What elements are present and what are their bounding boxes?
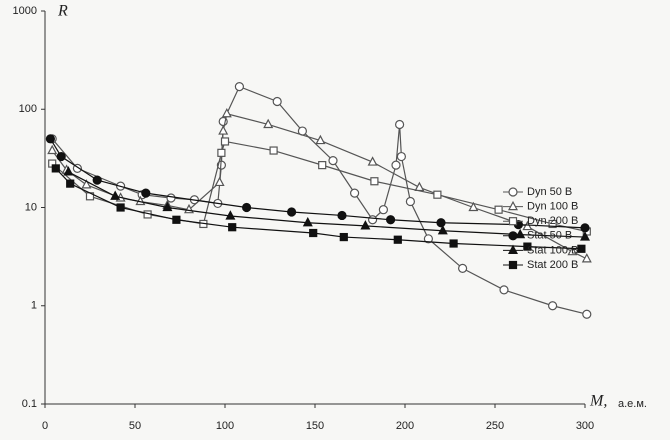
marker xyxy=(580,223,590,233)
marker xyxy=(395,119,405,130)
marker xyxy=(221,107,232,118)
marker xyxy=(468,201,479,212)
marker xyxy=(350,188,360,198)
marker xyxy=(436,218,446,228)
legend-label: Dyn 200 В xyxy=(527,215,578,227)
marker xyxy=(47,144,58,155)
marker xyxy=(414,181,425,192)
marker xyxy=(499,285,509,295)
marker xyxy=(582,309,592,319)
marker xyxy=(580,231,590,241)
marker xyxy=(110,190,121,200)
marker xyxy=(162,201,173,212)
x-tick-label: 250 xyxy=(486,420,504,432)
marker xyxy=(218,125,229,135)
marker xyxy=(378,205,388,215)
marker xyxy=(508,244,518,254)
marker xyxy=(437,224,448,235)
y-tick-label: 10 xyxy=(25,201,37,213)
x-tick-label: 200 xyxy=(396,420,414,432)
marker xyxy=(217,148,226,157)
marker xyxy=(309,228,318,238)
marker xyxy=(508,200,518,211)
marker xyxy=(81,179,92,189)
x-tick-label: 150 xyxy=(306,420,324,432)
marker xyxy=(393,235,402,244)
marker xyxy=(548,219,557,229)
marker xyxy=(547,301,558,311)
marker xyxy=(360,220,371,230)
y-axis-label: R xyxy=(57,3,68,20)
marker xyxy=(228,223,237,232)
marker xyxy=(458,263,468,273)
x-axis-unit: а.е.м. xyxy=(618,398,647,410)
marker xyxy=(263,118,274,129)
marker xyxy=(220,137,230,146)
marker xyxy=(272,96,282,107)
marker xyxy=(242,202,252,213)
marker xyxy=(396,151,406,162)
legend-label: Stat 200 В xyxy=(527,259,578,271)
marker xyxy=(423,234,433,244)
marker xyxy=(225,210,236,220)
x-tick-label: 100 xyxy=(216,420,234,432)
legend-label: Dyn 100 В xyxy=(527,201,578,213)
marker xyxy=(116,203,125,212)
marker xyxy=(328,156,338,166)
marker xyxy=(386,215,396,225)
x-tick-label: 0 xyxy=(42,420,48,432)
marker xyxy=(214,176,225,187)
marker xyxy=(172,215,181,224)
marker xyxy=(302,216,313,227)
marker xyxy=(63,166,74,176)
y-tick-label: 100 xyxy=(19,103,37,115)
marker xyxy=(508,231,518,241)
marker xyxy=(337,210,347,221)
marker xyxy=(66,179,75,188)
marker xyxy=(56,151,66,162)
marker xyxy=(92,175,102,185)
x-axis-label: M, xyxy=(589,393,607,410)
marker xyxy=(522,220,533,231)
marker xyxy=(523,242,532,251)
marker xyxy=(141,188,151,198)
marker xyxy=(577,244,586,253)
x-tick-label: 50 xyxy=(129,420,141,432)
marker xyxy=(45,134,56,144)
y-tick-label: 1000 xyxy=(13,5,37,17)
marker xyxy=(508,187,518,197)
marker xyxy=(287,207,297,217)
x-tick-label: 300 xyxy=(576,420,594,432)
marker xyxy=(508,260,518,270)
marker xyxy=(391,160,401,170)
marker xyxy=(405,196,415,207)
marker xyxy=(567,245,578,256)
y-tick-label: 0.1 xyxy=(22,398,37,410)
series-line xyxy=(49,138,586,229)
marker xyxy=(449,239,458,248)
marker xyxy=(51,164,60,173)
series-line xyxy=(51,113,588,260)
marker xyxy=(433,190,442,199)
marker xyxy=(269,146,278,155)
marker xyxy=(367,156,378,166)
series-line xyxy=(68,171,586,238)
y-tick-label: 1 xyxy=(31,300,37,312)
legend-label: Stat 50 В xyxy=(527,230,572,242)
marker xyxy=(318,161,327,170)
marker xyxy=(339,232,348,242)
legend-label: Dyn 50 В xyxy=(527,186,572,198)
legend-label: Stat 100 В xyxy=(527,244,578,256)
marker xyxy=(370,177,379,186)
marker xyxy=(581,253,592,263)
marker xyxy=(315,134,326,145)
marker xyxy=(166,193,176,203)
series-line xyxy=(51,140,587,233)
marker xyxy=(494,205,503,214)
marker xyxy=(508,217,518,226)
marker xyxy=(234,82,244,92)
marker xyxy=(368,215,378,225)
